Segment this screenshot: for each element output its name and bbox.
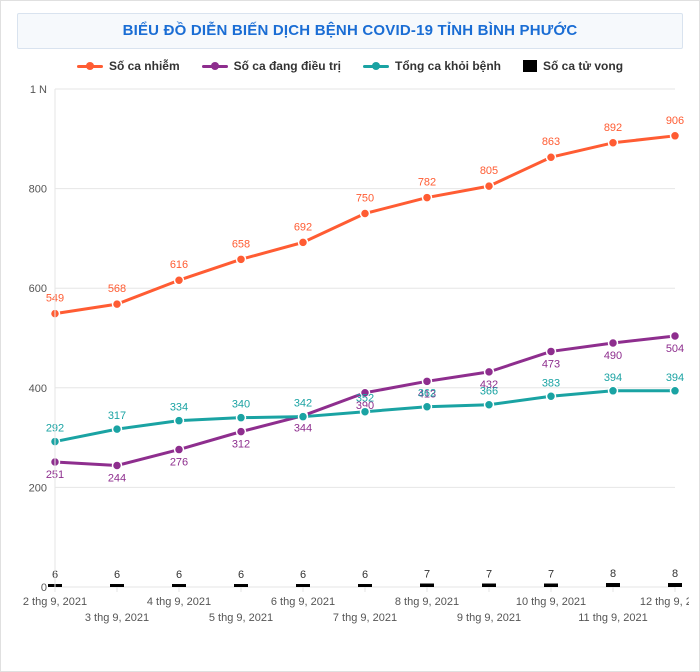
svg-text:6: 6: [176, 569, 182, 581]
svg-text:692: 692: [294, 221, 312, 233]
legend-label: Tổng ca khỏi bệnh: [395, 59, 501, 73]
title-box: BIỂU ĐỒ DIỄN BIẾN DỊCH BỆNH COVID-19 TỈN…: [17, 13, 683, 49]
svg-text:6: 6: [362, 569, 368, 581]
svg-text:352: 352: [356, 393, 374, 405]
svg-text:366: 366: [480, 386, 498, 398]
svg-text:317: 317: [108, 410, 126, 422]
svg-text:0: 0: [41, 582, 47, 594]
svg-text:7 thg 9, 2021: 7 thg 9, 2021: [333, 612, 397, 624]
svg-text:8: 8: [610, 568, 616, 580]
svg-text:805: 805: [480, 165, 498, 177]
svg-text:568: 568: [108, 283, 126, 295]
svg-text:750: 750: [356, 193, 374, 205]
svg-text:782: 782: [418, 177, 436, 189]
svg-text:1 N: 1 N: [30, 84, 47, 96]
legend-item-infected[interactable]: Số ca nhiễm: [77, 59, 180, 73]
svg-text:800: 800: [29, 184, 47, 196]
legend-label: Số ca tử vong: [543, 59, 623, 73]
svg-text:244: 244: [108, 472, 126, 484]
chart-svg: 0 200 400 600 800 1 N 2 thg 9, 2021 3 thg 9, 20…: [11, 79, 689, 639]
legend-item-treating[interactable]: Số ca đang điều trị: [202, 59, 341, 73]
svg-text:473: 473: [542, 358, 560, 370]
svg-text:504: 504: [666, 343, 684, 355]
svg-text:906: 906: [666, 115, 684, 127]
svg-text:6: 6: [238, 569, 244, 581]
svg-text:383: 383: [542, 377, 560, 389]
legend-swatch-treating: [202, 61, 228, 71]
legend: Số ca nhiễm Số ca đang điều trị Tổng ca …: [11, 59, 689, 73]
legend-swatch-recovered: [363, 61, 389, 71]
svg-text:6: 6: [300, 569, 306, 581]
legend-swatch-infected: [77, 61, 103, 71]
svg-text:7: 7: [548, 569, 554, 581]
svg-text:892: 892: [604, 122, 622, 134]
svg-text:334: 334: [170, 402, 188, 414]
svg-text:400: 400: [29, 383, 47, 395]
svg-text:600: 600: [29, 283, 47, 295]
legend-item-deaths[interactable]: Số ca tử vong: [523, 59, 623, 73]
svg-text:7: 7: [424, 569, 430, 581]
svg-text:2 thg 9, 2021: 2 thg 9, 2021: [23, 596, 87, 608]
legend-swatch-deaths: [523, 60, 537, 72]
svg-text:863: 863: [542, 136, 560, 148]
svg-text:658: 658: [232, 238, 250, 250]
svg-text:5 thg 9, 2021: 5 thg 9, 2021: [209, 612, 273, 624]
svg-text:10 thg 9, 2021: 10 thg 9, 2021: [516, 596, 586, 608]
legend-label: Số ca đang điều trị: [234, 59, 341, 73]
legend-label: Số ca nhiễm: [109, 59, 180, 73]
svg-text:394: 394: [666, 372, 684, 384]
svg-text:11 thg 9, 2021: 11 thg 9, 2021: [578, 612, 648, 624]
svg-text:6 thg 9, 2021: 6 thg 9, 2021: [271, 596, 335, 608]
chart-plot-area: 0 200 400 600 800 1 N 2 thg 9, 2021 3 thg 9, 20…: [11, 79, 689, 639]
chart-title: BIỂU ĐỒ DIỄN BIẾN DỊCH BỆNH COVID-19 TỈN…: [123, 22, 578, 39]
svg-text:616: 616: [170, 259, 188, 271]
svg-text:342: 342: [294, 398, 312, 410]
svg-text:6: 6: [114, 569, 120, 581]
svg-text:340: 340: [232, 399, 250, 411]
svg-text:4 thg 9, 2021: 4 thg 9, 2021: [147, 596, 211, 608]
svg-text:394: 394: [604, 372, 622, 384]
svg-text:9 thg 9, 2021: 9 thg 9, 2021: [457, 612, 521, 624]
svg-text:7: 7: [486, 569, 492, 581]
svg-text:490: 490: [604, 350, 622, 362]
svg-text:344: 344: [294, 423, 312, 435]
svg-text:8: 8: [672, 568, 678, 580]
svg-text:8 thg 9, 2021: 8 thg 9, 2021: [395, 596, 459, 608]
svg-text:276: 276: [170, 457, 188, 469]
svg-text:200: 200: [29, 482, 47, 494]
legend-item-recovered[interactable]: Tổng ca khỏi bệnh: [363, 59, 501, 73]
chart-card: BIỂU ĐỒ DIỄN BIẾN DỊCH BỆNH COVID-19 TỈN…: [0, 0, 700, 672]
svg-text:3 thg 9, 2021: 3 thg 9, 2021: [85, 612, 149, 624]
svg-text:362: 362: [418, 388, 436, 400]
svg-text:312: 312: [232, 439, 250, 451]
svg-text:12 thg 9, 2021: 12 thg 9, 2021: [640, 596, 689, 608]
